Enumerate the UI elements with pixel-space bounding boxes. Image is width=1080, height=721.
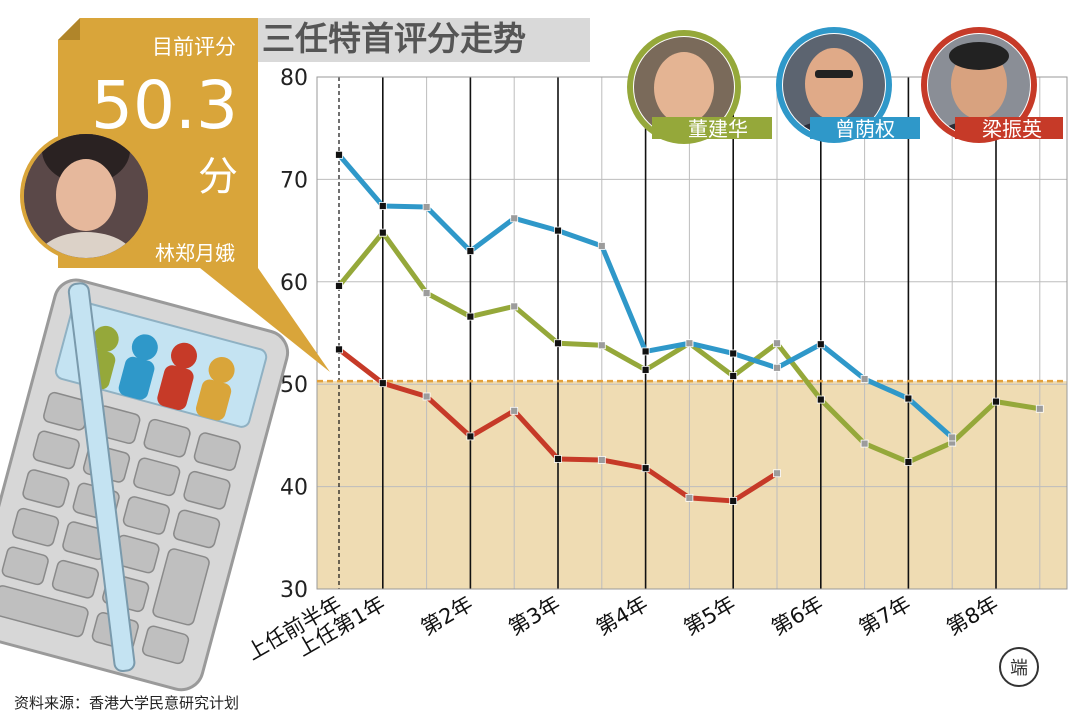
data-point <box>641 365 650 374</box>
y-tick-label: 40 <box>280 476 308 501</box>
x-tick-label: 第4年 <box>592 592 652 640</box>
data-point <box>773 339 781 348</box>
data-point <box>335 345 343 354</box>
portrait-lam <box>24 134 148 258</box>
data-point <box>948 433 957 442</box>
calculator-illustration <box>0 278 290 692</box>
current-score-value: 50.3 <box>91 67 238 144</box>
data-point <box>904 458 913 466</box>
y-tick-label: 30 <box>280 578 308 603</box>
data-point <box>510 214 519 223</box>
data-point <box>685 339 694 348</box>
current-score-label: 目前评分 <box>152 35 236 59</box>
title-backdrop <box>255 18 590 62</box>
y-tick-label: 50 <box>280 373 308 398</box>
brand-logo-text: 端 <box>1010 658 1028 679</box>
y-tick-label: 70 <box>280 168 308 193</box>
data-point <box>685 493 694 502</box>
data-point <box>422 392 431 401</box>
x-tick-label: 第3年 <box>505 592 565 640</box>
data-point <box>554 226 562 235</box>
data-point <box>510 406 519 415</box>
legend-tsang: 曾荫权 <box>776 27 920 143</box>
data-point <box>335 150 343 159</box>
x-tick-label: 第2年 <box>417 592 477 640</box>
data-point <box>510 302 519 311</box>
data-point <box>816 340 825 349</box>
x-tick-label: 第8年 <box>943 592 1003 640</box>
data-point <box>335 281 343 290</box>
data-point <box>1035 404 1044 413</box>
legend-leung: 梁振英 <box>921 27 1063 143</box>
data-point <box>773 469 781 478</box>
legend-leung-label: 梁振英 <box>982 117 1042 141</box>
data-point <box>554 339 562 348</box>
x-tick-label: 第7年 <box>855 592 915 640</box>
x-tick-label: 第5年 <box>680 592 740 640</box>
data-point <box>773 363 781 372</box>
legend-tung-label: 董建华 <box>688 117 748 141</box>
data-point <box>597 456 606 464</box>
current-score-panel: 目前评分 50.3 分 林郑月娥 <box>20 18 330 372</box>
y-tick-label: 80 <box>280 66 308 91</box>
y-tick-label: 60 <box>280 271 308 296</box>
legend-tsang-label: 曾荫权 <box>835 117 895 141</box>
data-point <box>597 341 606 350</box>
data-point <box>729 497 738 505</box>
legend-tung: 董建华 <box>627 30 772 144</box>
brand-logo: 端 <box>999 647 1039 687</box>
current-score-unit: 分 <box>198 154 238 200</box>
data-point <box>641 347 650 356</box>
data-point <box>816 395 825 404</box>
data-point <box>422 203 431 211</box>
lam-name-label: 林郑月娥 <box>155 241 235 265</box>
data-point <box>860 375 869 383</box>
data-point <box>466 247 475 255</box>
data-point <box>729 349 738 358</box>
data-point <box>422 289 431 297</box>
data-point <box>554 455 562 463</box>
data-point <box>860 439 869 448</box>
data-point <box>378 228 387 237</box>
chart-title: 三任特首评分走势 <box>262 19 526 58</box>
x-tick-label: 第6年 <box>767 592 827 640</box>
data-point <box>378 379 387 388</box>
data-point <box>904 394 913 403</box>
data-point <box>992 397 1000 406</box>
data-point <box>641 464 650 473</box>
data-point <box>378 202 387 210</box>
data-point <box>466 432 475 441</box>
source-note: 资料来源：香港大学民意研究计划 <box>14 694 239 712</box>
below-threshold-band <box>317 381 1067 589</box>
data-point <box>466 312 475 321</box>
data-point <box>597 242 606 250</box>
data-point <box>729 372 738 380</box>
